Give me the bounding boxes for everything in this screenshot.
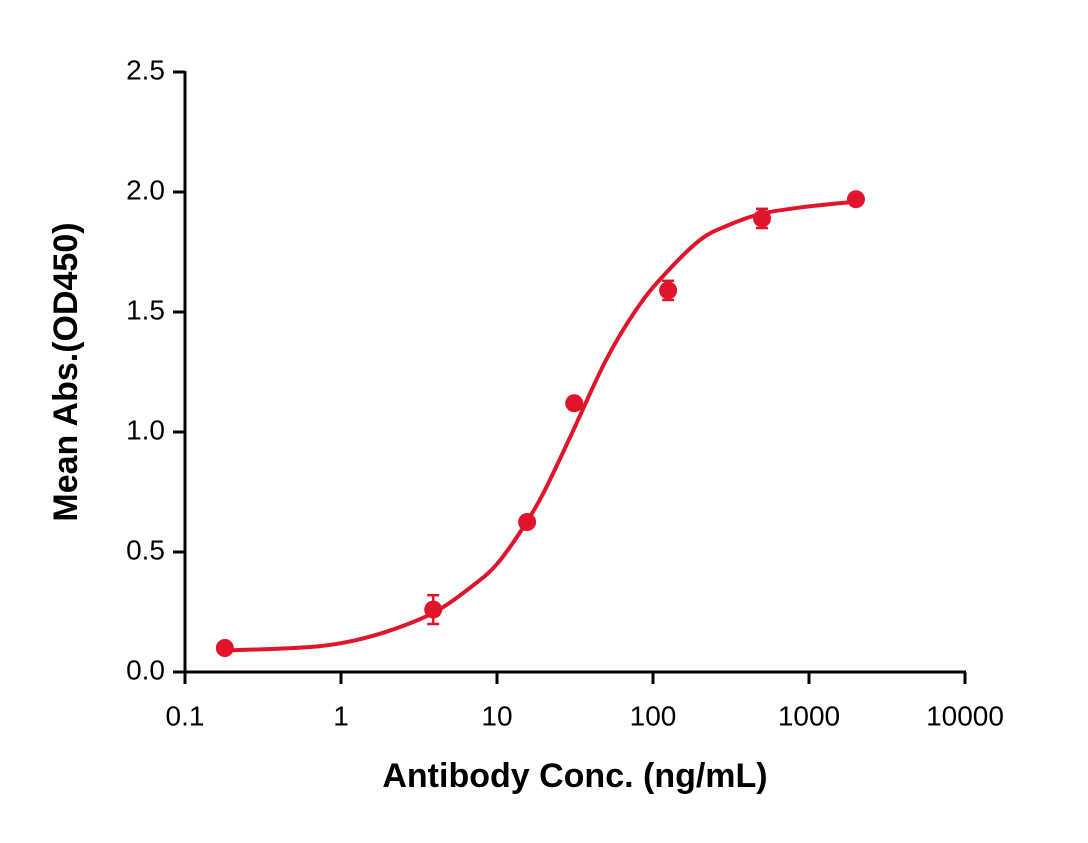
y-tick-label: 2.5 [126, 54, 165, 85]
data-point [846, 190, 865, 209]
x-axis-title: Antibody Conc. (ng/mL) [382, 757, 767, 795]
x-tick-label: 100 [630, 700, 677, 731]
x-tick-label: 10000 [926, 700, 1004, 731]
y-tick-label: 1.0 [126, 414, 165, 445]
y-tick-label: 2.0 [126, 174, 165, 205]
data-point [753, 209, 772, 228]
data-point [518, 513, 537, 531]
data-point [659, 281, 678, 300]
x-tick-label: 1000 [778, 700, 840, 731]
fit-curve [224, 199, 857, 653]
y-tick-label: 0.0 [126, 654, 165, 685]
x-tick-label: 1 [333, 700, 349, 731]
x-tick-label: 0.1 [166, 700, 205, 731]
y-axis-title: Mean Abs.(OD450) [47, 222, 85, 521]
x-tick-label: 10 [481, 700, 512, 731]
y-tick-label: 0.5 [126, 534, 165, 565]
data-point [565, 394, 584, 413]
y-tick-label: 1.5 [126, 294, 165, 325]
data-point [215, 639, 234, 657]
data-point [424, 600, 443, 619]
